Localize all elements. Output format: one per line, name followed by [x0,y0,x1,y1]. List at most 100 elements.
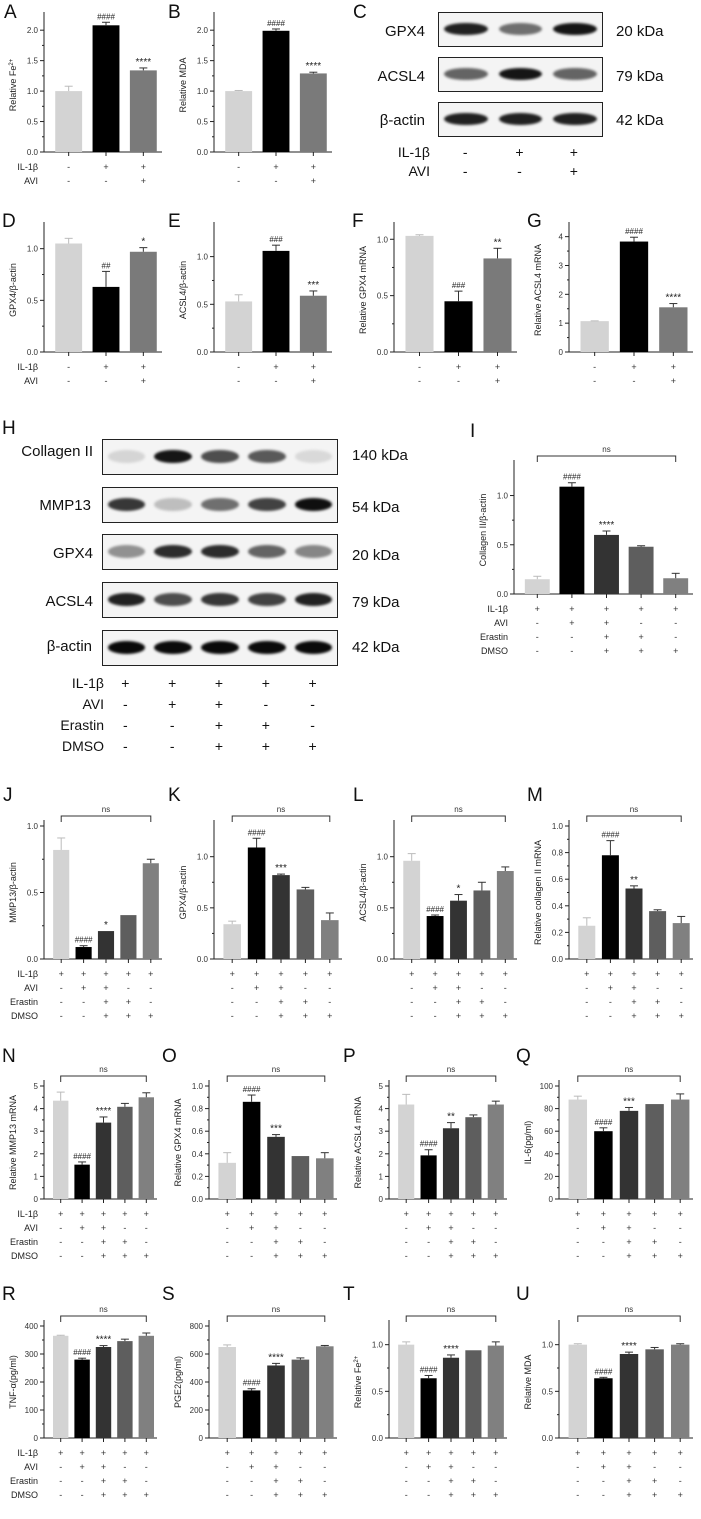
condition-sign: - [504,983,507,993]
y-tick-label: 2.0 [27,26,39,35]
significance-annotation: ### [452,281,466,290]
condition-sign: - [82,997,85,1007]
y-tick-label: 0.5 [197,300,209,309]
bar [95,1347,112,1438]
condition-sign: - [81,1476,84,1486]
condition-sign: - [680,983,683,993]
blot-band [553,22,597,36]
bar [601,855,619,959]
condition-sign: + [671,376,676,386]
bar [670,1344,690,1438]
condition-sign: - [275,176,278,186]
y-tick-label: 2 [379,1150,384,1159]
panel-label-t: T [343,1284,355,1305]
condition-sign: + [448,1448,453,1458]
condition-sign: + [679,969,684,979]
ns-bracket [577,1075,681,1082]
condition-sign: - [593,362,596,372]
chart-svg: 0 100 200 300 400 TNF-α(pg/ml) + - - - #### + + - - ***… [8,1305,157,1500]
bar [483,258,512,352]
condition-sign: + [515,144,524,160]
chart-svg: 0 1 2 3 4 5 Relative MMP13 mRNA + - - - #### + + - - ***… [8,1065,157,1261]
y-tick-label: 0.6 [552,875,564,884]
condition-sign: - [602,1237,605,1247]
bar [296,889,315,959]
y-tick-label: 0.0 [377,348,389,357]
bar [580,321,609,352]
condition-label-erastin: Erastin [60,717,104,733]
condition-sign: + [148,969,153,979]
condition-sign: - [145,1476,148,1486]
y-tick-label: 1.5 [27,57,39,66]
condition-label: Erastin [10,1476,38,1486]
y-tick-label: 0.5 [27,889,39,898]
bar [316,1158,334,1199]
y-tick-label: 0.5 [27,296,39,305]
blot-kda-label: 42 kDa [352,639,400,656]
condition-sign: + [126,969,131,979]
condition-sign: + [121,675,130,691]
condition-sign: + [126,1011,131,1021]
condition-sign: + [638,646,643,656]
significance-annotation: #### [595,1367,613,1376]
condition-sign: + [569,618,574,628]
condition-sign: + [261,717,270,733]
y-axis-label: Relative ACSL4 mRNA [353,1096,363,1188]
condition-sign: - [226,1251,229,1261]
condition-sign: - [680,997,683,1007]
panel-label-u: U [516,1284,530,1305]
y-axis-label: MMP13/β-actin [8,862,18,923]
y-tick-label: 1.0 [192,1082,204,1091]
condition-sign: + [456,983,461,993]
blot-band [107,593,146,607]
bar [663,578,689,594]
blot-strip-gpx4 [438,12,603,47]
condition-sign: + [652,1209,657,1219]
significance-annotation: #### [243,1085,261,1094]
ns-bracket [411,815,506,822]
y-tick-label: 2 [34,1150,39,1159]
panel-label-d: D [2,211,16,232]
condition-sign: + [626,1237,631,1247]
bar [645,1349,664,1438]
condition-sign: + [79,1209,84,1219]
condition-sign: - [123,696,128,712]
condition-sign: + [101,1476,106,1486]
bar [487,1104,504,1199]
significance-annotation: **** [96,1106,112,1117]
chart-svg: 0.0 0.5 1.0 GPX4/β-actin + - - - #### + + - - *** + + + +… [178,805,342,1021]
y-tick-label: 5 [379,1082,384,1091]
blot-band [201,641,239,655]
y-tick-label: 0.5 [197,904,209,913]
panel-label-k: K [168,785,181,806]
panel-label-g: G [527,211,542,232]
significance-annotation: **** [306,61,322,72]
bar [594,1131,613,1199]
y-axis-label: Relative ACSL4 mRNA [533,244,543,336]
condition-sign: + [273,1490,278,1500]
blot-band [154,450,192,464]
panel-label-f: F [352,211,364,232]
condition-sign: + [652,1490,657,1500]
chart-svg: 0 20 40 60 80 100 IL-6(pg/ml) + - - - #### + + - - *** + +… [523,1065,693,1261]
blot-strip-acsl4 [102,582,338,618]
condition-sign: + [273,1237,278,1247]
condition-sign: + [638,632,643,642]
condition-sign: + [261,738,270,754]
blot-row-label: GPX4 [52,545,93,562]
condition-sign: + [122,1476,127,1486]
condition-sign: + [638,604,643,614]
condition-sign: + [495,376,500,386]
condition-sign: + [311,376,316,386]
panel-label-o: O [162,1046,177,1067]
panel-label-q: Q [516,1046,531,1067]
condition-sign: + [103,362,108,372]
bar [442,1128,460,1199]
condition-sign: - [536,646,539,656]
condition-sign: + [298,1209,303,1219]
condition-sign: + [298,1490,303,1500]
condition-sign: + [456,362,461,372]
bar [74,1164,90,1199]
condition-label: IL-1β [17,162,38,172]
bar [465,1117,482,1199]
